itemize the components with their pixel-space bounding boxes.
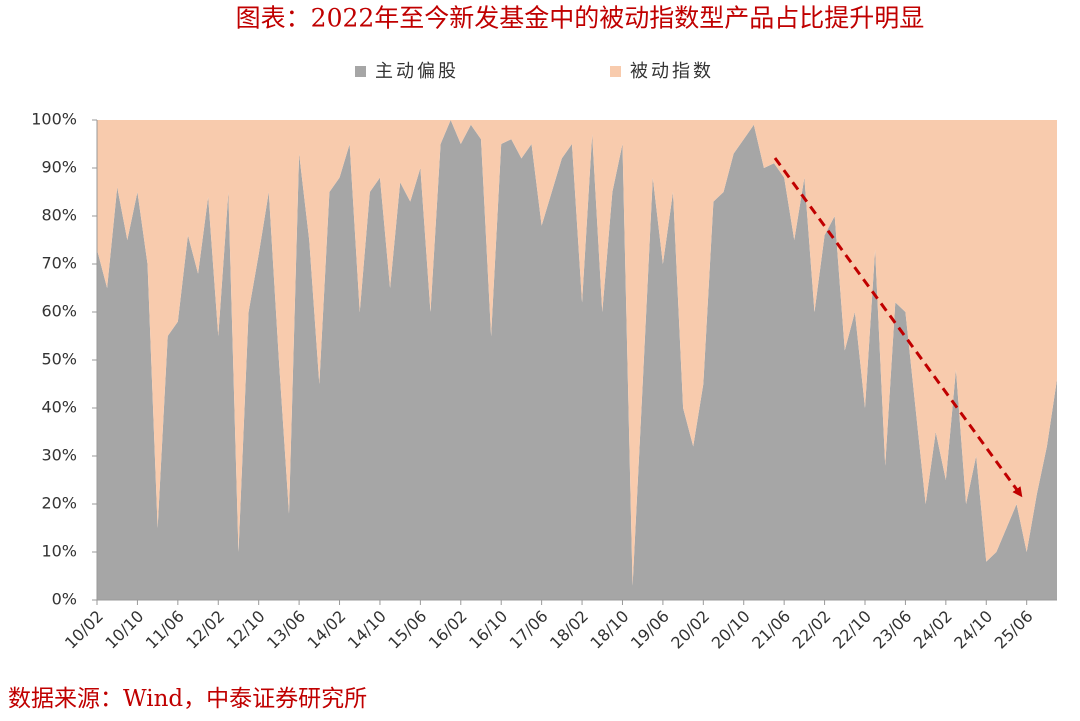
x-tick-label: 18/02: [546, 607, 592, 653]
x-tick-label: 22/10: [829, 607, 875, 653]
x-tick-label: 14/02: [303, 607, 349, 653]
y-tick-label: 60%: [41, 302, 77, 321]
y-tick-label: 0%: [52, 590, 77, 609]
source: 数据来源：Wind，中泰证券研究所: [8, 686, 367, 712]
x-tick-label: 16/02: [425, 607, 471, 653]
legend-label: 被动指数: [630, 61, 714, 82]
chart-title: 图表：2022年至今新发基金中的被动指数型产品占比提升明显: [236, 4, 925, 33]
x-tick-label: 14/10: [344, 607, 390, 653]
x-tick-label: 12/02: [182, 607, 228, 653]
x-tick-label: 19/06: [627, 607, 673, 653]
x-tick-label: 22/02: [789, 607, 835, 653]
area: [97, 120, 1057, 586]
y-tick-label: 40%: [41, 398, 77, 417]
y-tick-label: 100%: [31, 110, 77, 129]
x-tick-label: 18/10: [586, 607, 632, 653]
y-tick-label: 20%: [41, 494, 77, 513]
x-tick-label: 24/10: [950, 607, 996, 653]
x-tick-label: 15/06: [384, 607, 430, 653]
trend-arrow: [773, 157, 1023, 498]
x-tick-label: 11/06: [142, 607, 188, 653]
legend-swatch: [610, 66, 621, 77]
x-tick-label: 25/06: [991, 607, 1037, 653]
legend-swatch: [355, 66, 366, 77]
y-tick-label: 80%: [41, 206, 77, 225]
x-tick-label: 21/06: [748, 607, 794, 653]
x-tick-label: 17/06: [506, 607, 552, 653]
x-tick-label: 20/02: [667, 607, 713, 653]
y-tick-label: 10%: [41, 542, 77, 561]
y-tick-label: 30%: [41, 446, 77, 465]
x-tick-label: 23/06: [869, 607, 915, 653]
x-tick-label: 10/02: [61, 607, 107, 653]
legend-label: 主动偏股: [375, 61, 459, 82]
x-tick-label: 24/02: [910, 607, 956, 653]
y-tick-label: 90%: [41, 158, 77, 177]
plot-area: [97, 120, 1057, 600]
x-tick-label: 16/10: [465, 607, 511, 653]
x-tick-label: 10/10: [101, 607, 147, 653]
area: [97, 120, 1057, 600]
x-tick-label: 12/10: [223, 607, 269, 653]
y-tick-label: 70%: [41, 254, 77, 273]
x-tick-label: 20/10: [708, 607, 754, 653]
x-tick-label: 13/06: [263, 607, 309, 653]
y-tick-label: 50%: [41, 350, 77, 369]
